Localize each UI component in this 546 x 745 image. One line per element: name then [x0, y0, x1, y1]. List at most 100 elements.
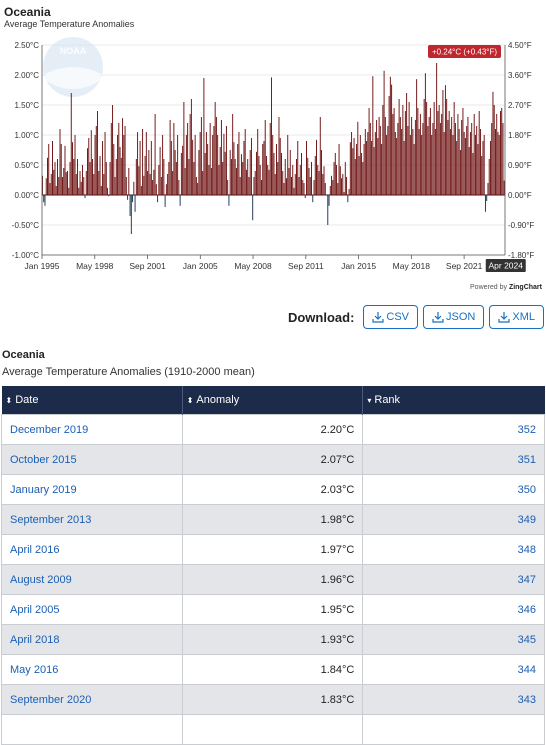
- data-bar[interactable]: [87, 148, 88, 195]
- rank-cell[interactable]: 346: [362, 594, 545, 625]
- data-bar[interactable]: [474, 135, 476, 195]
- data-bar[interactable]: [331, 175, 333, 195]
- data-bar[interactable]: [265, 156, 267, 195]
- data-bar[interactable]: [301, 153, 302, 195]
- data-bar[interactable]: [492, 91, 494, 195]
- data-bar[interactable]: [48, 144, 50, 195]
- date-cell[interactable]: September 2013: [1, 504, 183, 535]
- data-bar[interactable]: [174, 150, 176, 195]
- data-bar[interactable]: [169, 120, 171, 195]
- data-bar[interactable]: [443, 132, 445, 195]
- data-bar[interactable]: [453, 102, 455, 195]
- data-bar[interactable]: [115, 159, 117, 195]
- data-bar[interactable]: [433, 102, 435, 195]
- data-bar[interactable]: [341, 178, 343, 195]
- rank-cell[interactable]: 343: [362, 684, 545, 715]
- data-bar[interactable]: [250, 138, 252, 195]
- data-bar[interactable]: [281, 153, 282, 195]
- data-bar[interactable]: [391, 84, 393, 195]
- data-bar[interactable]: [351, 132, 353, 195]
- date-cell[interactable]: January 2019: [1, 474, 183, 505]
- data-bar[interactable]: [317, 165, 319, 195]
- data-bar[interactable]: [262, 144, 264, 195]
- data-bar[interactable]: [164, 195, 166, 207]
- data-bar[interactable]: [372, 76, 374, 195]
- data-bar[interactable]: [282, 171, 284, 195]
- data-bar[interactable]: [119, 147, 121, 195]
- data-bar[interactable]: [418, 129, 420, 195]
- data-bar[interactable]: [125, 177, 127, 195]
- data-bar[interactable]: [468, 147, 470, 195]
- data-bar[interactable]: [155, 184, 157, 195]
- data-bar[interactable]: [449, 129, 451, 195]
- data-bar[interactable]: [205, 132, 207, 195]
- data-bar[interactable]: [267, 165, 269, 195]
- data-bar[interactable]: [188, 159, 190, 195]
- data-bar[interactable]: [137, 132, 139, 195]
- data-bar[interactable]: [447, 120, 449, 195]
- data-bar[interactable]: [488, 159, 490, 195]
- data-bar[interactable]: [379, 126, 381, 195]
- data-bar[interactable]: [481, 156, 483, 195]
- data-bar[interactable]: [99, 156, 101, 195]
- data-bar[interactable]: [82, 165, 83, 195]
- data-bar[interactable]: [357, 121, 359, 195]
- rank-cell[interactable]: 349: [362, 504, 545, 535]
- data-bar[interactable]: [499, 111, 501, 195]
- download-xml-button[interactable]: XML: [489, 305, 544, 329]
- data-bar[interactable]: [92, 159, 94, 195]
- date-cell[interactable]: September 2020: [1, 684, 183, 715]
- data-bar[interactable]: [249, 150, 251, 195]
- data-bar[interactable]: [296, 159, 297, 195]
- data-bar[interactable]: [72, 142, 73, 195]
- data-bar[interactable]: [404, 111, 406, 195]
- data-bar[interactable]: [98, 171, 100, 195]
- data-bar[interactable]: [220, 120, 222, 195]
- data-bar[interactable]: [142, 129, 144, 195]
- data-bar[interactable]: [383, 70, 385, 195]
- data-bar[interactable]: [232, 114, 234, 195]
- date-cell[interactable]: December 2019: [1, 414, 183, 445]
- data-bar[interactable]: [292, 165, 294, 195]
- data-bar[interactable]: [436, 63, 438, 195]
- column-header-rank[interactable]: ▾ Rank: [362, 386, 545, 415]
- data-bar[interactable]: [458, 129, 460, 195]
- data-bar[interactable]: [361, 153, 363, 195]
- data-bar[interactable]: [392, 114, 394, 195]
- data-bar[interactable]: [89, 162, 91, 195]
- data-bar[interactable]: [257, 129, 259, 195]
- data-bar[interactable]: [194, 135, 196, 195]
- data-bar[interactable]: [478, 111, 480, 195]
- data-bar[interactable]: [75, 174, 77, 195]
- data-bar[interactable]: [185, 135, 187, 195]
- data-bar[interactable]: [484, 195, 486, 212]
- data-bar[interactable]: [147, 171, 149, 195]
- data-bar[interactable]: [263, 141, 265, 195]
- data-bar[interactable]: [304, 195, 306, 198]
- data-bar[interactable]: [178, 180, 180, 195]
- data-bar[interactable]: [47, 157, 48, 195]
- data-bar[interactable]: [312, 195, 314, 203]
- data-bar[interactable]: [389, 76, 391, 195]
- data-bar[interactable]: [343, 192, 345, 195]
- data-bar[interactable]: [446, 99, 448, 195]
- data-bar[interactable]: [150, 141, 152, 195]
- data-bar[interactable]: [307, 157, 309, 195]
- data-bar[interactable]: [177, 135, 179, 195]
- data-bar[interactable]: [55, 186, 57, 195]
- data-bar[interactable]: [476, 126, 478, 195]
- data-bar[interactable]: [270, 77, 272, 195]
- data-bar[interactable]: [313, 180, 315, 195]
- rank-cell[interactable]: 347: [362, 564, 545, 595]
- date-cell[interactable]: April 2016: [1, 534, 183, 565]
- data-bar[interactable]: [157, 195, 159, 203]
- data-bar[interactable]: [223, 133, 225, 195]
- data-bar[interactable]: [347, 195, 349, 203]
- data-bar[interactable]: [100, 186, 102, 195]
- data-bar[interactable]: [42, 175, 43, 195]
- data-bar[interactable]: [114, 177, 116, 195]
- data-bar[interactable]: [321, 150, 323, 195]
- data-bar[interactable]: [179, 195, 181, 206]
- data-bar[interactable]: [431, 135, 433, 195]
- data-bar[interactable]: [77, 159, 78, 195]
